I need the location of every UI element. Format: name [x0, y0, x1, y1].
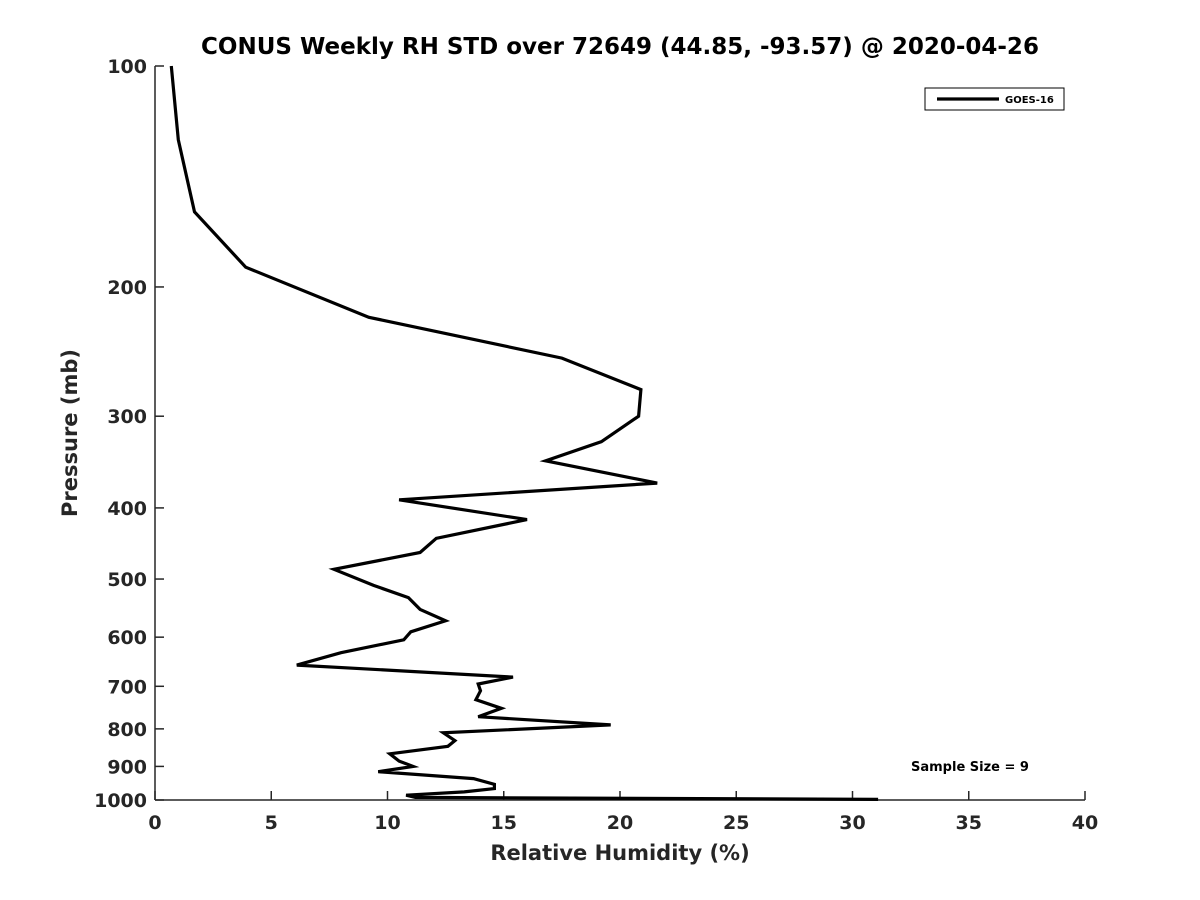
y-tick-label: 300 — [107, 406, 147, 428]
x-tick-label: 35 — [956, 812, 982, 834]
y-tick-label: 800 — [107, 719, 147, 741]
y-tick-label: 100 — [107, 56, 147, 78]
y-axis-ticks: 100 200 300 400 500 600 700 800 900 1000 — [94, 56, 164, 812]
y-tick-label: 700 — [107, 676, 147, 698]
x-tick-label: 30 — [839, 812, 865, 834]
y-tick-label: 600 — [107, 627, 147, 649]
x-tick-label: 10 — [374, 812, 400, 834]
series-line-goes-16 — [169, 65, 879, 802]
y-axis-label: Pressure (mb) — [58, 349, 82, 517]
legend-entry-goes-16: GOES-16 — [1005, 95, 1054, 106]
x-tick-label: 0 — [148, 812, 161, 834]
x-tick-label: 5 — [265, 812, 278, 834]
x-axis-ticks: 0 5 10 15 20 25 30 35 40 — [148, 791, 1098, 834]
y-tick-label: 200 — [107, 277, 147, 299]
x-axis-label: Relative Humidity (%) — [490, 841, 749, 865]
x-tick-label: 20 — [607, 812, 633, 834]
legend: GOES-16 — [924, 87, 1065, 111]
y-tick-label: 400 — [107, 498, 147, 520]
chart-title: CONUS Weekly RH STD over 72649 (44.85, -… — [201, 34, 1039, 60]
y-tick-label: 1000 — [94, 790, 147, 812]
sample-size-annotation: Sample Size = 9 — [911, 760, 1029, 775]
x-tick-label: 40 — [1072, 812, 1098, 834]
x-tick-label: 25 — [723, 812, 749, 834]
y-tick-label: 900 — [107, 756, 147, 778]
y-tick-label: 500 — [107, 569, 147, 591]
x-tick-label: 15 — [491, 812, 517, 834]
